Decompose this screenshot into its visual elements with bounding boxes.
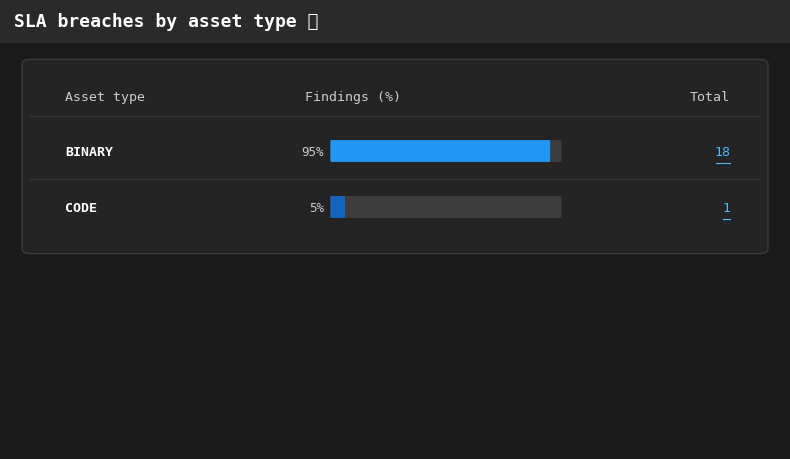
Text: 1: 1 [722,201,730,214]
FancyBboxPatch shape [330,141,550,162]
Text: Total: Total [690,90,730,103]
FancyBboxPatch shape [330,141,562,162]
FancyBboxPatch shape [22,60,768,254]
Text: Asset type: Asset type [65,90,145,103]
Text: 95%: 95% [302,145,324,158]
Text: CODE: CODE [65,201,97,214]
Text: SLA breaches by asset type ⓘ: SLA breaches by asset type ⓘ [14,13,318,31]
FancyBboxPatch shape [330,196,345,218]
Text: 18: 18 [714,145,730,158]
Text: Findings (%): Findings (%) [305,90,401,103]
FancyBboxPatch shape [0,0,790,44]
FancyBboxPatch shape [330,196,562,218]
Text: BINARY: BINARY [65,145,113,158]
Text: 5%: 5% [309,201,324,214]
